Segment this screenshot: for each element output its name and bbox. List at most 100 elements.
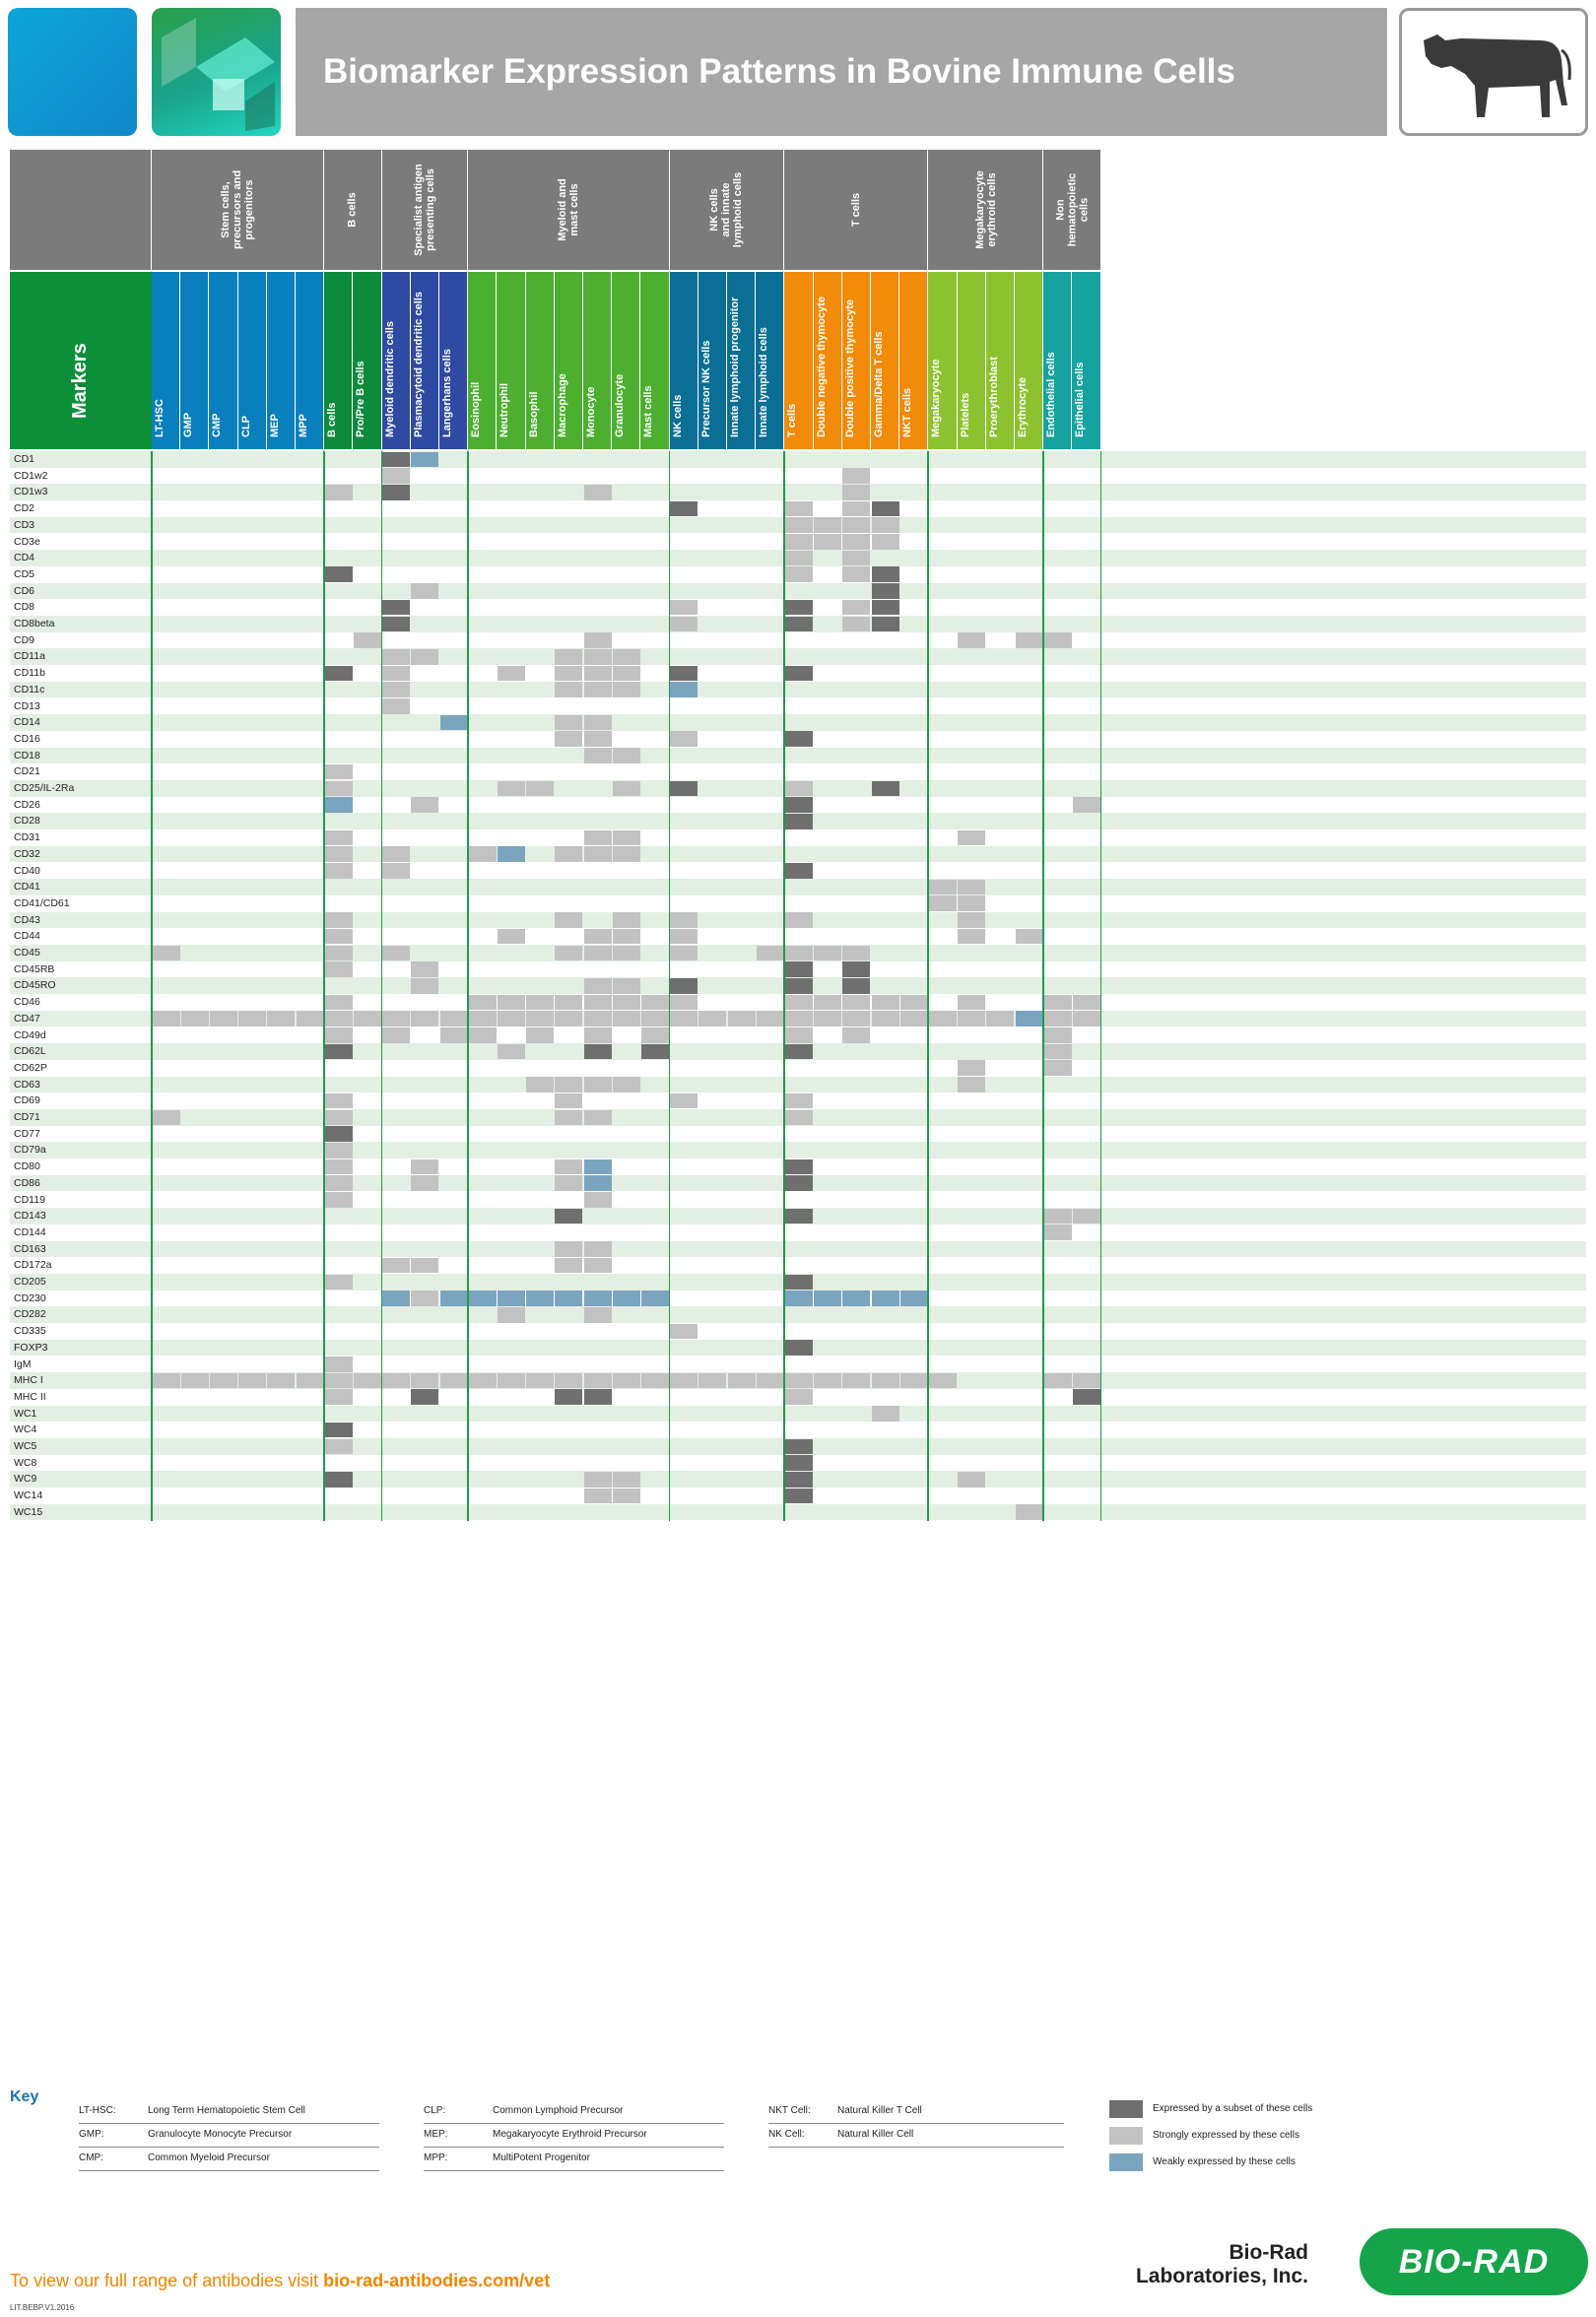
expression-cell	[1016, 978, 1043, 994]
group-header: T cells	[784, 150, 929, 270]
expression-cell	[497, 928, 526, 945]
expression-cell	[325, 731, 353, 747]
expression-cell	[267, 1175, 295, 1191]
expression-cell	[641, 682, 669, 697]
expression-cell	[153, 1504, 180, 1520]
expression-cell	[324, 484, 353, 500]
expression-cell	[469, 551, 497, 566]
expression-cell	[1073, 1357, 1100, 1372]
expression-cell	[641, 1307, 669, 1323]
expression-cell	[728, 485, 756, 500]
expression-cell	[411, 1307, 438, 1323]
expression-cell	[900, 666, 928, 682]
expression-cell	[498, 748, 525, 763]
expression-cell	[210, 566, 237, 582]
expression-cell	[555, 1489, 582, 1504]
expression-cell	[297, 781, 324, 797]
expression-cell	[297, 682, 324, 697]
expression-cell	[210, 1340, 237, 1356]
expression-cell	[382, 1060, 410, 1076]
expression-cell	[929, 830, 957, 846]
column-label: Proerythroblast	[987, 357, 1000, 437]
expression-cell	[440, 1143, 468, 1158]
marker-label: CD46	[14, 996, 40, 1009]
expression-cell	[872, 649, 899, 665]
expression-cell	[153, 682, 180, 697]
expression-cell	[297, 1439, 324, 1455]
expression-cell	[640, 1291, 670, 1306]
expression-cell	[842, 1159, 870, 1175]
expression-cell	[1016, 1258, 1043, 1274]
marker-label: CD205	[14, 1276, 46, 1288]
cta-link[interactable]: bio-rad-antibodies.com/vet	[323, 2271, 551, 2290]
expression-cell	[728, 534, 756, 550]
expression-cell	[698, 1044, 726, 1060]
expression-cell	[411, 1011, 439, 1026]
expression-cell	[382, 1307, 410, 1323]
expression-cell	[440, 863, 468, 879]
group-header: Myeloid and mast cells	[468, 150, 670, 270]
expression-cell	[1073, 1275, 1100, 1291]
expression-cell	[842, 1093, 870, 1109]
expression-cell	[555, 648, 583, 665]
expression-cell	[757, 666, 784, 682]
table-row: CD62L	[10, 1043, 1586, 1060]
expression-cell	[498, 1340, 525, 1356]
expression-cell	[613, 1324, 640, 1340]
expression-cell	[784, 977, 814, 994]
expression-cell	[958, 879, 986, 895]
expression-cell	[900, 649, 928, 665]
expression-cell	[641, 1060, 669, 1076]
expression-cell	[411, 1439, 438, 1455]
expression-cell	[784, 1340, 814, 1356]
expression-cell	[526, 1455, 554, 1471]
expression-cell	[1016, 1126, 1043, 1142]
expression-cell	[698, 912, 726, 928]
expression-cell	[784, 1208, 814, 1225]
expression-cell	[1044, 1093, 1072, 1109]
expression-cell	[842, 1225, 870, 1240]
expression-cell	[382, 1175, 410, 1191]
expression-cell	[325, 1455, 353, 1471]
expression-cell	[440, 1275, 468, 1291]
expression-cell	[555, 566, 582, 582]
expression-cell	[929, 682, 957, 697]
expression-cell	[814, 583, 841, 599]
expression-cell	[498, 551, 525, 566]
expression-cell	[1044, 1143, 1072, 1158]
bio-rad-logo: BIO-RAD	[1360, 2228, 1588, 2295]
expression-cell	[757, 617, 784, 632]
expression-cell	[440, 961, 468, 977]
expression-cell	[526, 583, 554, 599]
expression-cell	[670, 1423, 698, 1438]
expression-cell	[153, 731, 180, 747]
expression-cell	[900, 946, 928, 961]
marker-label: CD86	[14, 1176, 40, 1189]
expression-cell	[181, 1489, 209, 1504]
expression-cell	[526, 1291, 555, 1306]
expression-cell	[440, 617, 468, 632]
expression-cell	[411, 551, 438, 566]
expression-cell	[498, 1439, 525, 1455]
expression-cell	[728, 501, 756, 517]
expression-cell	[757, 1291, 784, 1306]
expression-cell	[986, 1340, 1014, 1356]
expression-cell	[181, 485, 209, 500]
expression-cell	[698, 895, 726, 911]
expression-cell	[267, 468, 295, 484]
expression-cell	[785, 1060, 813, 1076]
expression-cell	[1073, 748, 1100, 763]
expression-cell	[584, 1209, 612, 1225]
key-item: LT-HSC: Long Term Hematopoietic Stem Cell	[79, 2098, 379, 2124]
cow-icon	[1424, 34, 1571, 117]
expression-cell	[1016, 995, 1043, 1011]
expression-cell	[900, 1324, 928, 1340]
expression-cell	[958, 1175, 985, 1191]
expression-cell	[325, 1077, 353, 1092]
expression-cell	[784, 534, 814, 550]
table-row: CD45RO	[10, 977, 1586, 995]
expression-cell	[728, 1110, 756, 1126]
expression-cell	[382, 1291, 411, 1306]
expression-cell	[698, 1225, 726, 1240]
table-row: CD18	[10, 747, 1586, 764]
